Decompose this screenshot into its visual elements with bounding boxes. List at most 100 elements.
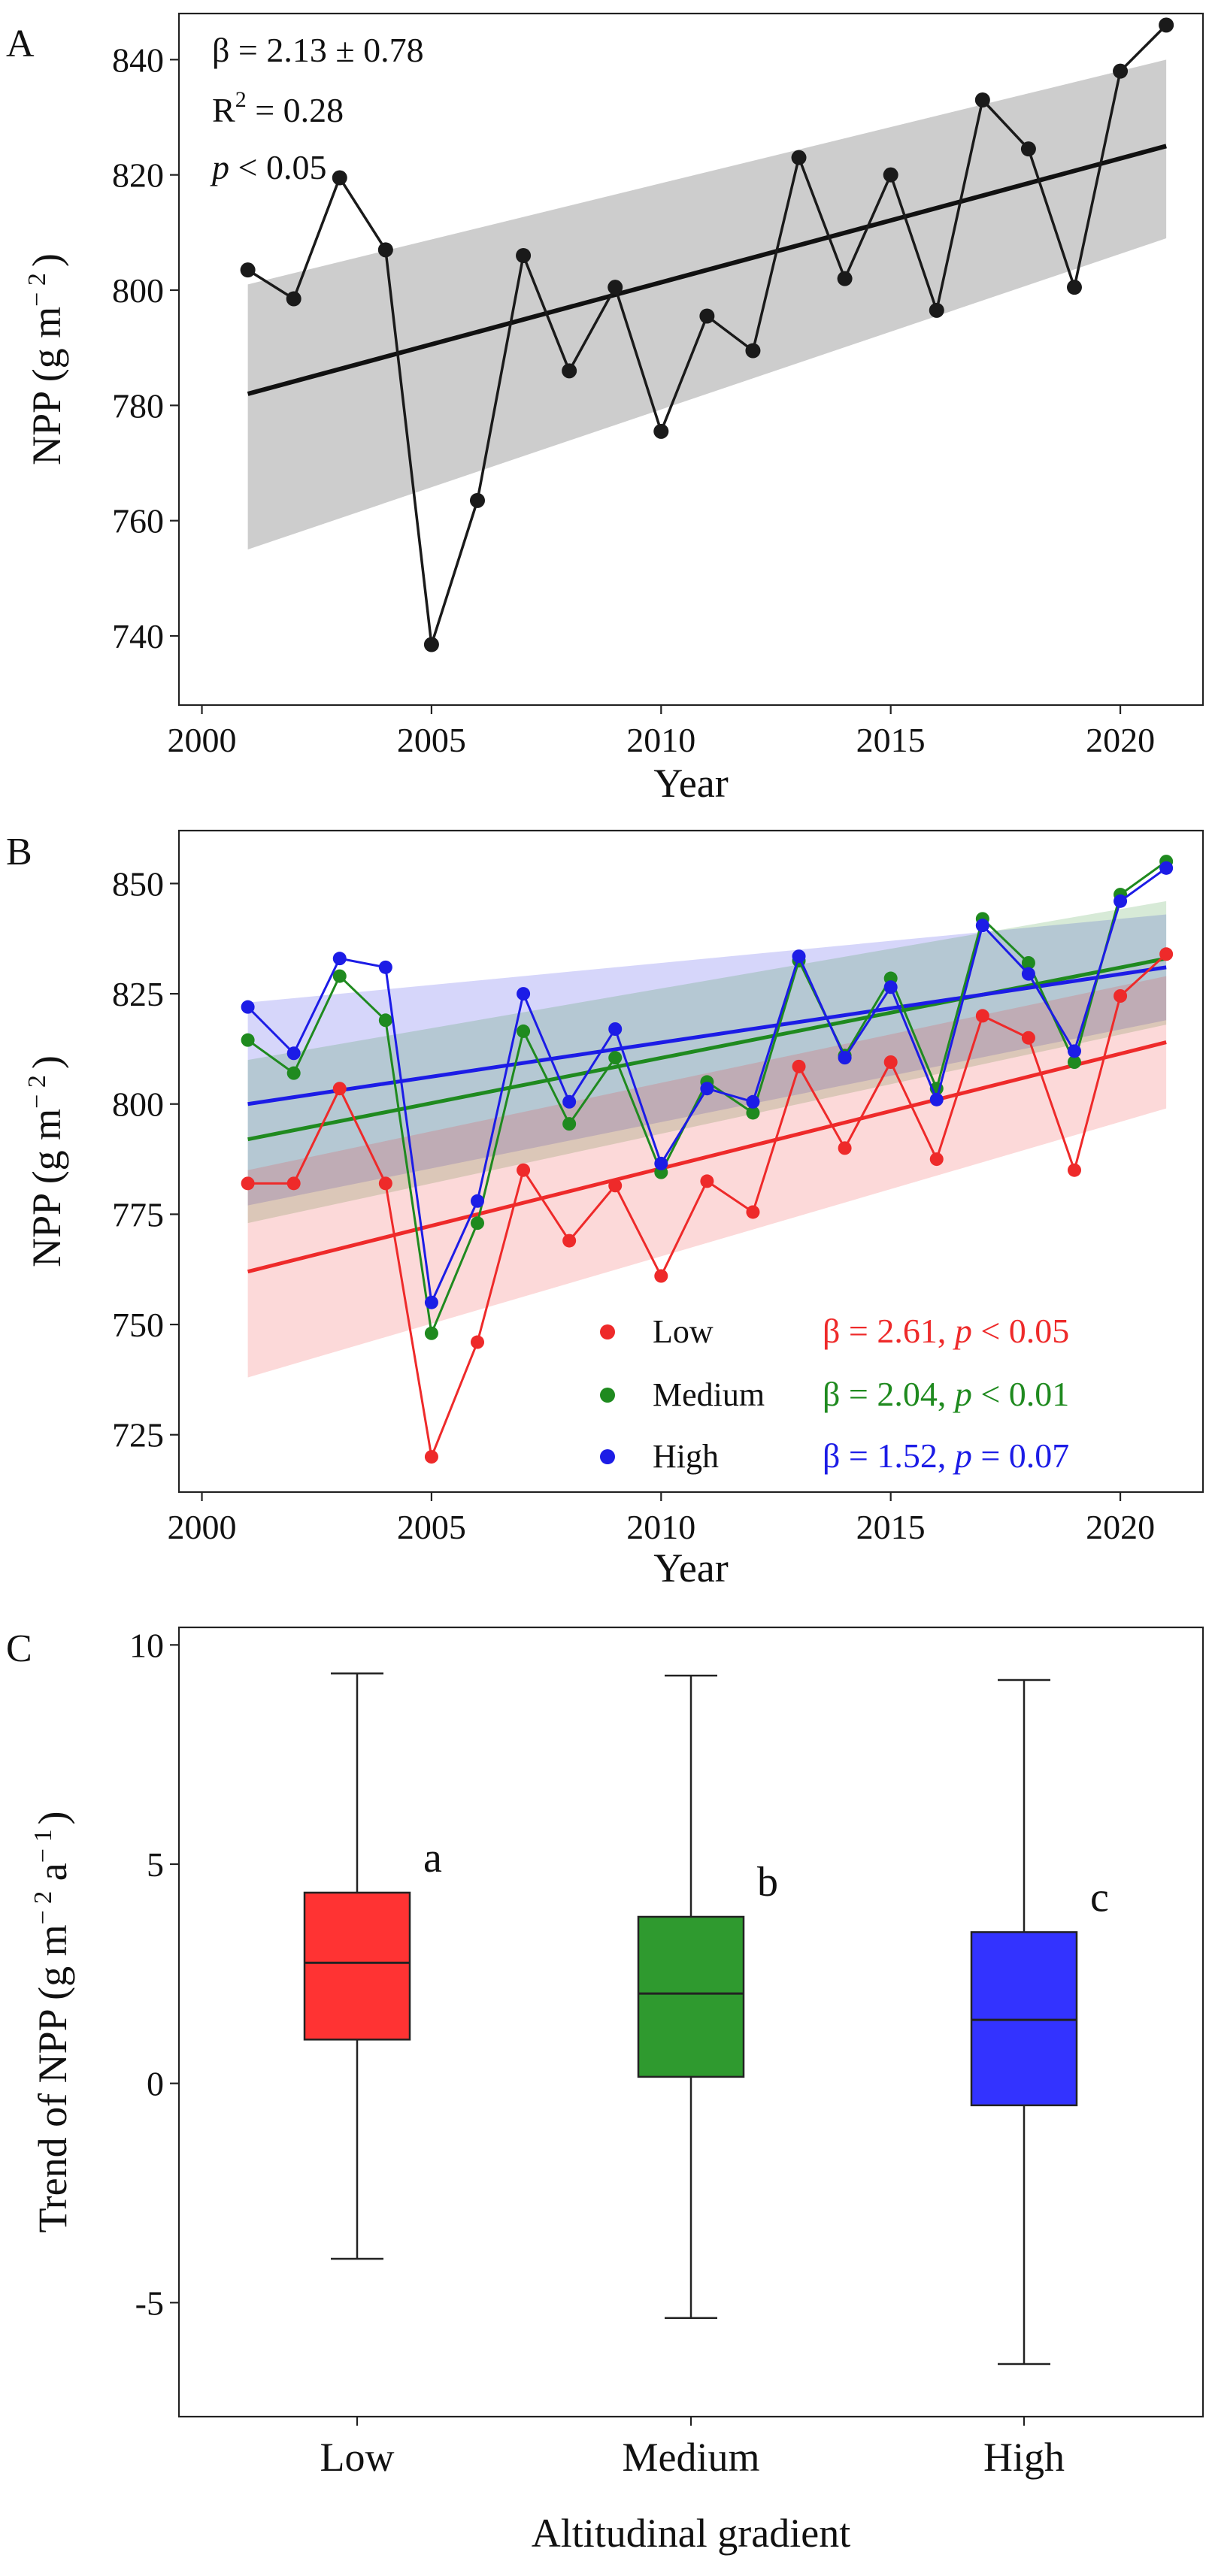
high-data-point [975, 919, 989, 933]
x-tick-label: 2000 [168, 721, 237, 759]
r2-superscript: 2 [235, 87, 247, 112]
high-data-point [700, 1082, 714, 1096]
low-data-point [517, 1163, 531, 1177]
legend-marker-low [600, 1324, 615, 1339]
high-data-point [517, 987, 531, 1001]
medium-data-point [517, 1024, 531, 1038]
low-box [303, 1891, 411, 2041]
y-tick-label: 760 [112, 502, 164, 540]
panel-a-y-ticks: 740 760 780 800 820 840 [112, 41, 179, 655]
npp-data-point [516, 248, 532, 263]
low-data-point [792, 1059, 806, 1073]
stat-beta: β = 1.52, [823, 1436, 955, 1475]
panel-b-letter: B [6, 831, 32, 873]
high-data-point [608, 1022, 623, 1036]
medium-confidence-band [247, 901, 1167, 1224]
stat-beta: β = 2.04, [823, 1375, 955, 1413]
ylabel-close: ) [24, 1055, 69, 1069]
y-tick-label: 725 [112, 1416, 164, 1454]
legend-label-low: Low [653, 1313, 714, 1350]
low-data-point [332, 1082, 347, 1096]
panel-a-r2-annotation: R2 = 0.28 [212, 87, 344, 129]
low-data-point [1114, 989, 1128, 1003]
panel-a-p-annotation: p < 0.05 [210, 148, 326, 186]
medium-data-point [562, 1117, 577, 1131]
low-trend-line [247, 1040, 1167, 1274]
low-data-point [562, 1234, 577, 1248]
npp-data-point [332, 170, 347, 186]
panel-a-y-axis-label: NPP (g m− 2) [23, 253, 69, 465]
p-value: < 0.05 [229, 148, 326, 186]
panel-b-x-ticks: 2000 2005 2010 2015 2020 [168, 1492, 1155, 1546]
ylabel-main: NPP (g m [24, 307, 69, 465]
y-tick-label: 800 [112, 271, 164, 310]
legend-marker-high [600, 1449, 615, 1464]
x-tick-label: 2020 [1086, 721, 1155, 759]
panel-a: A 2000 2005 2010 2015 2020 740 760 780 800 820 84… [6, 12, 1204, 806]
x-tick-label: 2005 [397, 721, 466, 759]
panel-c-letter: C [6, 1627, 32, 1670]
ylabel-superscript-2: − 1 [29, 1830, 57, 1863]
high-data-point [1159, 861, 1174, 875]
high-data-point [792, 949, 806, 964]
medium-data-point [424, 1326, 438, 1340]
panel-a-beta-annotation: β = 2.13 ± 0.78 [212, 31, 424, 69]
npp-data-point [608, 280, 623, 295]
npp-data-point [974, 92, 990, 107]
y-tick-label: 0 [147, 2065, 164, 2103]
panel-c-y-axis-label: Trend of NPP (g m− 2 a− 1) [29, 1812, 75, 2233]
low-data-point [1159, 947, 1174, 961]
stat-p-italic: p [953, 1375, 972, 1413]
high-data-point [1114, 894, 1128, 908]
x-tick-label-low: Low [320, 2435, 395, 2480]
legend-marker-medium [600, 1388, 615, 1403]
panel-c: C a b c Low Medium High -5 0 5 10 Altitudinal g… [6, 1626, 1204, 2556]
npp-data-point [423, 637, 439, 652]
y-tick-label: 780 [112, 386, 164, 425]
low-data-point [470, 1335, 484, 1349]
medium-data-point [1067, 1055, 1081, 1069]
panel-b-confidence-bands [247, 901, 1167, 1378]
y-tick-label: 775 [112, 1195, 164, 1234]
panel-a-plot-frame [177, 12, 1204, 707]
low-data-point [746, 1205, 760, 1219]
high-data-point [883, 980, 898, 994]
high-data-point [838, 1051, 852, 1065]
npp-data-point [377, 242, 393, 258]
panel-b-x-axis-label: Year [653, 1545, 729, 1591]
stat-medium: β = 2.04, p < 0.01 [823, 1375, 1069, 1413]
npp-data-point [837, 271, 853, 286]
panel-b-y-ticks: 725 750 775 800 825 850 [112, 864, 179, 1454]
low-data-point [241, 1176, 255, 1191]
x-tick-label: 2010 [626, 1508, 695, 1546]
ylabel-close: ) [30, 1812, 75, 1825]
x-tick-label: 2000 [168, 1508, 237, 1546]
medium-significance-letter: b [757, 1859, 778, 1906]
low-data-point [654, 1269, 668, 1283]
high-data-point [378, 960, 392, 974]
npp-data-point [1159, 17, 1174, 33]
high-data-point [241, 1000, 255, 1014]
high-confidence-band [247, 914, 1167, 1206]
npp-data-point [929, 302, 944, 318]
medium-data-point [378, 1013, 392, 1028]
y-tick-label: 800 [112, 1085, 164, 1124]
panel-a-x-ticks: 2000 2005 2010 2015 2020 [168, 705, 1155, 759]
stat-p-value: < 0.05 [972, 1312, 1069, 1350]
low-data-point [700, 1174, 714, 1188]
low-data-point [883, 1055, 898, 1069]
y-tick-label: 850 [112, 864, 164, 903]
x-tick-label-medium: Medium [623, 2435, 760, 2480]
y-tick-label: 10 [129, 1626, 164, 1664]
high-data-point [746, 1094, 760, 1109]
high-data-point [1067, 1044, 1081, 1058]
npp-data-point [791, 150, 807, 165]
low-data-point [286, 1176, 301, 1191]
y-tick-label: -5 [135, 2284, 164, 2322]
stat-p-italic: p [953, 1312, 972, 1350]
x-tick-label-high: High [983, 2435, 1065, 2480]
npp-data-point [1113, 63, 1129, 79]
panel-a-letter: A [6, 23, 35, 65]
ylabel-superscript: − 2 [23, 273, 51, 307]
high-data-point [562, 1094, 577, 1109]
